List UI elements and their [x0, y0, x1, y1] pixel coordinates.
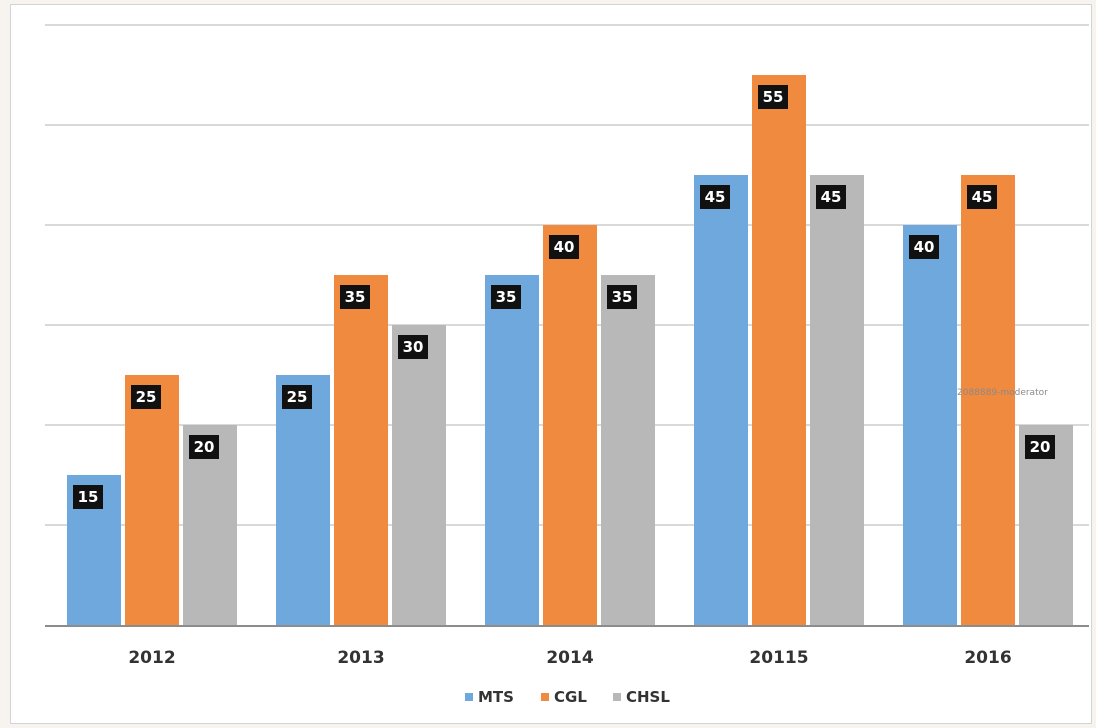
bar-mts-2013	[276, 375, 330, 625]
bars	[67, 75, 1073, 625]
bar-cgl-20115	[752, 75, 806, 625]
data-label-box	[607, 285, 637, 309]
data-label-box	[282, 385, 312, 409]
x-tick-label: 2013	[337, 648, 384, 668]
data-label: 45	[821, 188, 842, 206]
data-label: 20	[1030, 438, 1051, 456]
legend-swatch-mts	[465, 693, 473, 701]
bar-cgl-2014	[543, 225, 597, 625]
data-label: 25	[287, 388, 308, 406]
x-axis: 2012 2013 2014 20115 2016	[45, 625, 1089, 668]
data-label: 55	[763, 88, 784, 106]
data-label: 45	[705, 188, 726, 206]
legend: MTS CGL CHSL	[465, 688, 670, 706]
legend-label-cgl: CGL	[554, 688, 587, 706]
watermark-text: 2088889-moderator	[957, 388, 1048, 398]
data-label: 35	[345, 288, 366, 306]
data-label-box	[398, 335, 428, 359]
data-label-box	[491, 285, 521, 309]
bar-chsl-20115	[810, 175, 864, 625]
bar-cgl-2012	[125, 375, 179, 625]
legend-swatch-chsl	[613, 693, 621, 701]
x-tick-label: 2014	[546, 648, 593, 668]
legend-label-mts: MTS	[478, 688, 514, 706]
bar-mts-2016	[903, 225, 957, 625]
bar-chsl-2014	[601, 275, 655, 625]
data-label-box	[816, 185, 846, 209]
data-label-box	[700, 185, 730, 209]
data-label-box	[131, 385, 161, 409]
data-label-box	[549, 235, 579, 259]
bar-cgl-2013	[334, 275, 388, 625]
data-label: 40	[554, 238, 575, 256]
x-tick-label: 20115	[749, 648, 808, 668]
x-tick-label: 2016	[964, 648, 1011, 668]
data-label-box	[909, 235, 939, 259]
legend-swatch-cgl	[541, 693, 549, 701]
data-label: 25	[136, 388, 157, 406]
data-label: 30	[403, 338, 424, 356]
data-label-box	[340, 285, 370, 309]
data-label-box	[189, 435, 219, 459]
x-tick-label: 2012	[128, 648, 175, 668]
bar-cgl-2016	[961, 175, 1015, 625]
legend-label-chsl: CHSL	[626, 688, 670, 706]
data-label: 35	[612, 288, 633, 306]
data-label-box	[967, 185, 997, 209]
data-label-box	[1025, 435, 1055, 459]
data-label: 20	[194, 438, 215, 456]
bar-mts-20115	[694, 175, 748, 625]
data-label-box	[73, 485, 103, 509]
chart-frame: 15 25 20 25 35 30 35 40 35 45 55 45 40 45 20 2012 2013 2…	[10, 4, 1092, 724]
data-label: 35	[496, 288, 517, 306]
data-label: 45	[972, 188, 993, 206]
bar-chsl-2013	[392, 325, 446, 625]
bar-mts-2014	[485, 275, 539, 625]
data-label: 40	[914, 238, 935, 256]
data-labels: 15 25 20 25 35 30 35 40 35 45 55 45 40 45 20	[73, 85, 1055, 509]
data-label: 15	[78, 488, 99, 506]
data-label-box	[758, 85, 788, 109]
